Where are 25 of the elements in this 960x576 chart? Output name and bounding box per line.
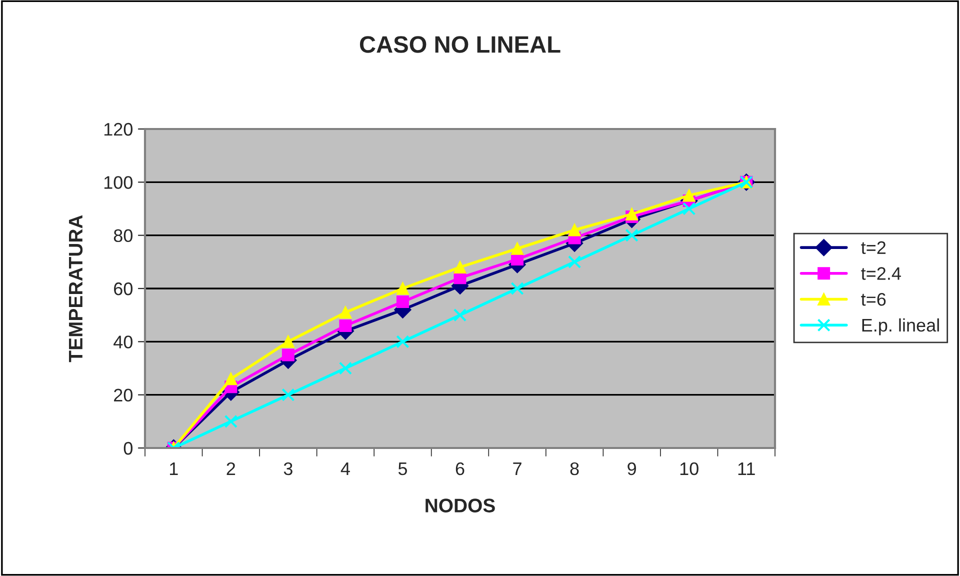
x-tick-label: 1 (170, 462, 178, 475)
y-tick-label: 60 (114, 282, 132, 296)
legend-label: t=6 (861, 292, 886, 306)
y-tick-label: 20 (114, 388, 132, 402)
chart-title: CASO NO LINEAL (360, 36, 560, 53)
x-tick-label: 7 (513, 462, 522, 475)
x-tick-label: 11 (738, 462, 755, 475)
y-tick-label: 100 (104, 176, 132, 189)
legend-label: t=2.4 (861, 267, 901, 280)
x-axis-title: NODOS (426, 498, 495, 512)
x-tick-label: 4 (340, 462, 350, 475)
x-tick-label: 9 (628, 462, 636, 476)
x-tick-label: 2 (226, 462, 236, 475)
x-tick-label: 3 (284, 462, 292, 476)
x-tick-label: 8 (570, 462, 579, 476)
x-tick-label: 5 (398, 462, 407, 476)
y-axis-title: TEMPERATURA (68, 215, 83, 362)
x-tick-label: 6 (456, 462, 464, 476)
x-tick-label: 10 (680, 462, 698, 476)
legend-label: t=2 (861, 241, 886, 254)
legend-label: E.p. lineal (862, 318, 939, 336)
y-tick-label: 120 (104, 122, 132, 136)
y-tick-label: 0 (124, 442, 132, 455)
y-tick-label: 40 (114, 336, 132, 348)
y-tick-label: 80 (114, 229, 132, 242)
